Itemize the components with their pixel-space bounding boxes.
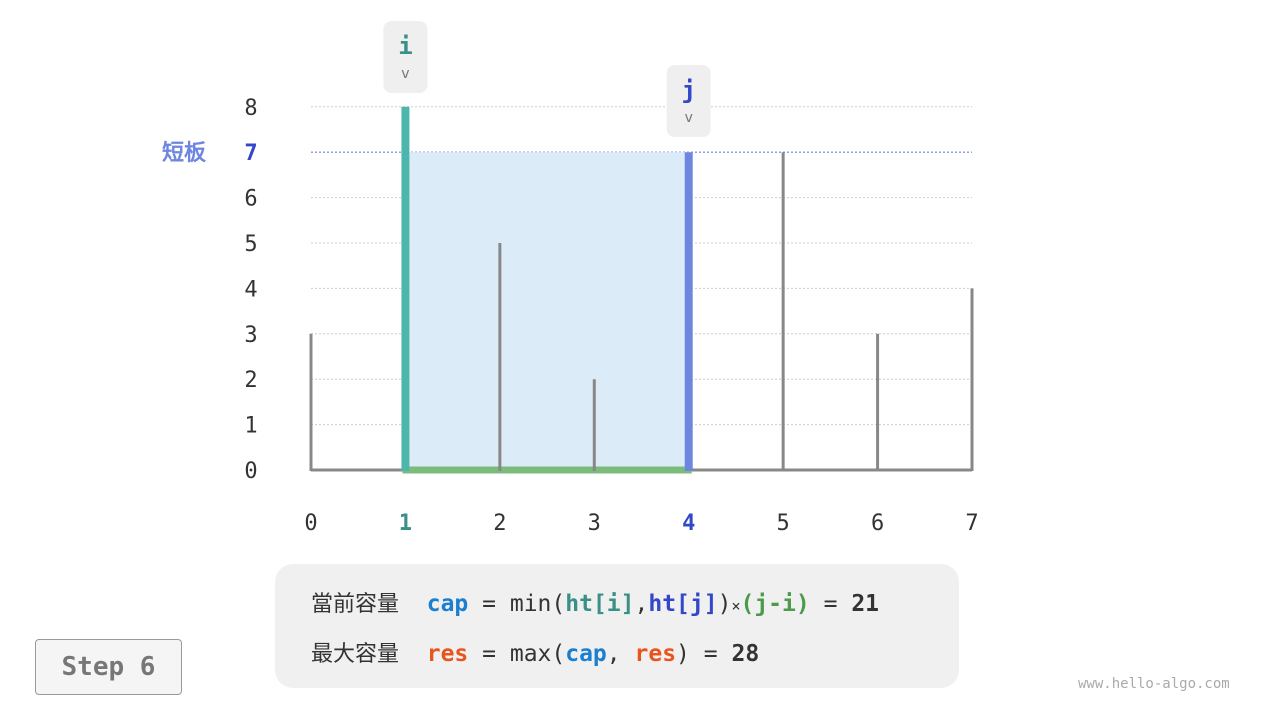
arrow-down-icon: v — [401, 66, 409, 82]
times: × — [731, 597, 741, 615]
pointer-i-label: i — [398, 32, 412, 60]
pointer-j-badge — [666, 65, 711, 137]
y-tick-label: 6 — [244, 187, 257, 212]
pointer-i-badge — [383, 21, 428, 93]
y-tick-label: 0 — [244, 459, 257, 484]
fn-max: max( — [509, 641, 566, 667]
var-cap: cap — [565, 641, 607, 667]
x-tick-label: 0 — [304, 511, 317, 536]
y-tick-label: 3 — [244, 323, 257, 348]
y-tick-label: 7 — [244, 141, 257, 166]
eq: = — [703, 641, 718, 667]
var-res: res — [634, 641, 677, 667]
y-tick-label: 1 — [244, 414, 257, 439]
var-ht-j: ht[j] — [648, 591, 718, 617]
y-tick-label: 4 — [244, 277, 257, 302]
fn-min: min( — [509, 591, 566, 617]
eq: = — [482, 641, 496, 667]
var-ht-i: ht[i] — [565, 591, 635, 617]
var-width: (j-i) — [740, 591, 810, 617]
formula-res: 最大容量 res = max(cap, res) = 28 — [311, 636, 759, 668]
x-tick-label: 6 — [871, 511, 884, 536]
x-tick-label: 7 — [965, 511, 978, 536]
formula-box: 當前容量 cap = min(ht[i],ht[j])×(j-i) = 21 最… — [275, 564, 959, 688]
x-tick-label: 4 — [682, 511, 695, 536]
eq: = — [482, 591, 496, 617]
pointer-j-label: j — [681, 76, 695, 104]
eq: = — [823, 591, 838, 617]
cap-result: 21 — [851, 591, 880, 617]
arrow-down-icon: v — [685, 110, 693, 126]
formula-cap: 當前容量 cap = min(ht[i],ht[j])×(j-i) = 21 — [311, 586, 879, 618]
watermark: www.hello-algo.com — [1078, 676, 1230, 692]
short-board-label: 短板 — [162, 141, 207, 166]
x-tick-label: 2 — [493, 511, 506, 536]
y-tick-label: 5 — [244, 232, 257, 257]
paren: ) — [717, 591, 732, 617]
y-tick-label: 8 — [244, 96, 257, 121]
paren: ) — [676, 641, 690, 667]
comma: , — [634, 591, 649, 617]
label-current-capacity: 當前容量 — [311, 592, 400, 617]
x-tick-label: 3 — [588, 511, 601, 536]
step-indicator: Step 6 — [35, 639, 182, 695]
water-area — [405, 152, 689, 470]
y-tick-label: 2 — [244, 368, 257, 393]
label-max-capacity: 最大容量 — [311, 642, 400, 667]
var-res: res — [426, 641, 469, 667]
var-cap: cap — [426, 591, 469, 617]
comma: , — [606, 641, 621, 667]
x-tick-label: 1 — [399, 511, 412, 536]
x-tick-label: 5 — [777, 511, 790, 536]
res-result: 28 — [731, 641, 760, 667]
